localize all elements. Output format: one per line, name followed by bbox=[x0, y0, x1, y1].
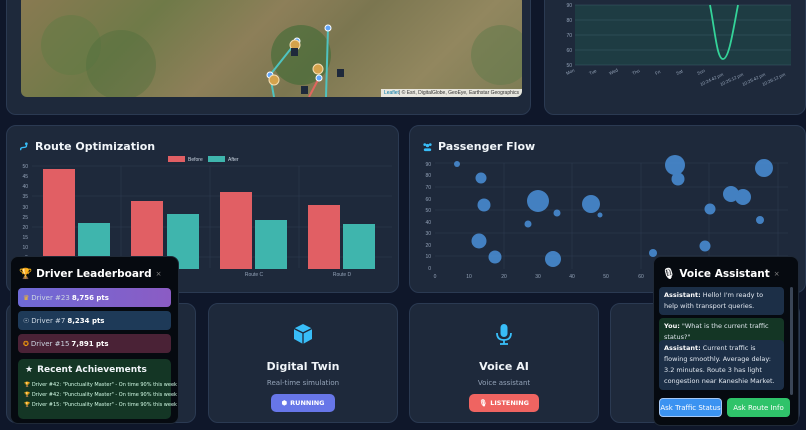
voice-ai-card: Voice AI Voice assistant 🎙 LISTENING bbox=[409, 303, 599, 423]
microphone-icon bbox=[496, 324, 512, 345]
svg-text:80: 80 bbox=[425, 173, 431, 179]
award-icon: ✪ bbox=[23, 339, 29, 348]
svg-text:15: 15 bbox=[22, 235, 28, 241]
medal-icon: ☉ bbox=[23, 316, 30, 325]
svg-text:90: 90 bbox=[566, 3, 572, 9]
panel-title: Driver Leaderboard bbox=[36, 267, 152, 280]
digital-twin-card: Digital Twin Real-time simulation ⬢ RUNNI… bbox=[208, 303, 398, 423]
list-item: 🏆 Driver #42: "Punctuality Master" - On … bbox=[24, 382, 177, 388]
star-icon: ★ bbox=[25, 365, 34, 375]
line-chart-card: 90 80 70 60 50 Mon Tue Wed Thu Fri Sat Sun 10:24:42… bbox=[544, 0, 806, 115]
svg-text:30: 30 bbox=[535, 274, 541, 280]
recent-achievements: ★ Recent Achievements 🏆 Driver #42: "Punc… bbox=[18, 359, 177, 419]
svg-text:90: 90 bbox=[425, 162, 431, 168]
card-title: Digital Twin bbox=[266, 360, 340, 373]
leaderboard-row: ♛ Driver #23 8,756 pts bbox=[18, 288, 171, 307]
svg-text:45: 45 bbox=[22, 174, 28, 180]
trophy-icon: 🏆 bbox=[19, 268, 33, 280]
svg-text:10:25:12 pm: 10:25:12 pm bbox=[719, 72, 744, 87]
leaflet-link[interactable]: Leaflet bbox=[383, 90, 399, 96]
svg-text:50: 50 bbox=[566, 63, 572, 69]
svg-text:10: 10 bbox=[466, 274, 472, 280]
svg-text:25: 25 bbox=[22, 215, 28, 221]
svg-text:Tue: Tue bbox=[588, 68, 597, 76]
cube-icon bbox=[293, 324, 313, 344]
running-button[interactable]: ⬢ RUNNING bbox=[271, 394, 335, 412]
svg-text:Before: Before bbox=[188, 157, 203, 163]
svg-text:50: 50 bbox=[603, 274, 609, 280]
svg-text:0: 0 bbox=[434, 274, 437, 280]
svg-text:40: 40 bbox=[569, 274, 575, 280]
svg-text:70: 70 bbox=[425, 185, 431, 191]
ask-route-info-button[interactable]: Ask Route Info bbox=[727, 398, 790, 417]
svg-text:30: 30 bbox=[425, 231, 431, 237]
svg-text:Sun: Sun bbox=[696, 68, 706, 76]
chat-message: Assistant: Hello! I'm ready to help with… bbox=[659, 287, 784, 315]
svg-text:Mon: Mon bbox=[565, 67, 575, 75]
card-subtitle: Voice assistant bbox=[477, 379, 531, 387]
svg-text:20: 20 bbox=[425, 243, 431, 249]
attribution-text: | © Esri, DigitalGlobe, GeoEye, Earthsta… bbox=[398, 90, 519, 96]
svg-text:30: 30 bbox=[22, 205, 28, 211]
driver-leaderboard-panel: 🏆 Driver Leaderboard × ♛ Driver #23 8,756 pt… bbox=[10, 256, 179, 424]
svg-text:Sat: Sat bbox=[675, 68, 684, 76]
voice-assistant-panel: 🎙 Voice Assistant × Assistant: Hello! I'm … bbox=[653, 256, 799, 426]
svg-text:0: 0 bbox=[428, 266, 431, 272]
svg-text:35: 35 bbox=[22, 194, 28, 200]
bubble-chart: 90 80 70 60 50 40 30 20 10 0 0 10 20 30 40 50 60 bbox=[425, 155, 788, 280]
svg-text:Fri: Fri bbox=[654, 69, 661, 76]
svg-text:10: 10 bbox=[425, 254, 431, 260]
svg-text:20: 20 bbox=[22, 225, 28, 231]
leaderboard-row: ✪ Driver #15 7,891 pts bbox=[18, 334, 171, 353]
svg-text:After: After bbox=[228, 157, 239, 163]
cube-icon: ⬢ bbox=[281, 399, 288, 407]
map-attribution: Leaflet| © Esri, DigitalGlobe, GeoEye, E… bbox=[380, 89, 522, 97]
svg-text:70: 70 bbox=[566, 33, 572, 39]
list-item: 🏆 Driver #42: "Punctuality Master" - On … bbox=[24, 392, 177, 398]
panel-title: Voice Assistant bbox=[679, 267, 770, 280]
microphone-icon: 🎙 bbox=[478, 399, 488, 407]
svg-text:Route C: Route C bbox=[245, 272, 264, 278]
ask-traffic-status-button[interactable]: Ask Traffic Status bbox=[659, 398, 722, 417]
svg-text:10: 10 bbox=[22, 245, 28, 251]
svg-text:50: 50 bbox=[22, 164, 28, 170]
leaderboard-row: ☉ Driver #7 8,234 pts bbox=[18, 311, 171, 330]
svg-text:10:26:12 pm: 10:26:12 pm bbox=[761, 72, 786, 87]
map-card: Leaflet| © Esri, DigitalGlobe, GeoEye, E… bbox=[6, 0, 531, 115]
passenger-flow-card: Passenger Flow 90 80 70 60 50 40 30 20 10 0 0 10 20… bbox=[409, 125, 806, 293]
svg-text:20: 20 bbox=[501, 274, 507, 280]
card-subtitle: Real-time simulation bbox=[266, 379, 340, 387]
svg-text:40: 40 bbox=[425, 220, 431, 226]
listening-button[interactable]: 🎙 LISTENING bbox=[468, 394, 539, 412]
svg-text:60: 60 bbox=[425, 197, 431, 203]
svg-text:60: 60 bbox=[638, 274, 644, 280]
microphone-icon: 🎙 bbox=[662, 268, 676, 280]
card-title: Route Optimization bbox=[35, 140, 156, 153]
svg-text:Thu: Thu bbox=[631, 68, 641, 76]
users-icon bbox=[423, 143, 432, 152]
route-icon bbox=[19, 142, 28, 151]
card-title: Passenger Flow bbox=[438, 140, 536, 153]
card-title: Voice AI bbox=[479, 360, 529, 373]
close-icon[interactable]: × bbox=[773, 269, 780, 278]
close-icon[interactable]: × bbox=[155, 269, 162, 278]
crown-icon: ♛ bbox=[23, 293, 30, 302]
svg-text:40: 40 bbox=[22, 184, 28, 190]
svg-text:Wed: Wed bbox=[608, 67, 619, 76]
svg-text:80: 80 bbox=[566, 18, 572, 24]
svg-text:50: 50 bbox=[425, 208, 431, 214]
svg-text:60: 60 bbox=[566, 48, 572, 54]
list-item: 🏆 Driver #15: "Punctuality Master" - On … bbox=[24, 402, 177, 408]
scrollbar[interactable] bbox=[790, 287, 793, 395]
svg-text:Route D: Route D bbox=[333, 272, 352, 278]
satellite-map[interactable]: Leaflet| © Esri, DigitalGlobe, GeoEye, E… bbox=[21, 0, 522, 97]
chat-message: Assistant: Current traffic is flowing sm… bbox=[659, 340, 784, 390]
